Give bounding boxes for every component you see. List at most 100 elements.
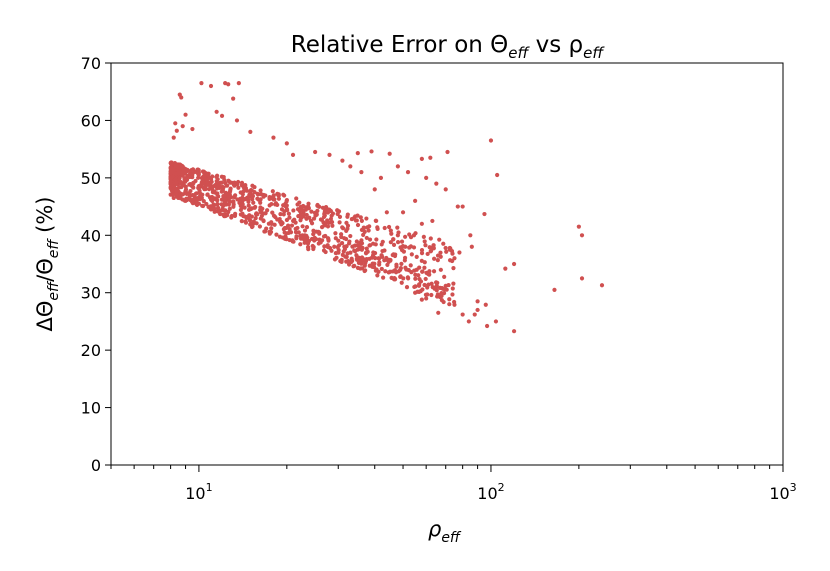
data-point	[344, 228, 349, 233]
data-point	[414, 254, 419, 259]
data-point	[220, 206, 225, 211]
data-point	[168, 179, 174, 184]
data-point	[435, 280, 440, 285]
data-point	[184, 191, 189, 197]
data-point	[239, 219, 244, 224]
data-point	[313, 149, 318, 155]
data-point	[201, 199, 206, 204]
data-point	[437, 237, 442, 242]
data-point	[310, 243, 315, 249]
x-axis-ticks: 101 102 103	[110, 465, 797, 503]
data-point	[378, 175, 384, 180]
data-point	[303, 207, 309, 212]
data-point	[344, 254, 349, 260]
data-point	[495, 172, 500, 178]
data-point	[373, 268, 378, 273]
data-point	[455, 204, 460, 209]
data-point	[421, 234, 426, 239]
data-point	[339, 232, 344, 237]
data-point	[493, 319, 499, 324]
data-point	[408, 235, 414, 240]
data-point	[403, 265, 408, 270]
data-point	[258, 200, 263, 205]
data-point	[427, 272, 432, 277]
data-point	[422, 265, 427, 270]
data-point	[333, 231, 338, 236]
data-point	[432, 256, 437, 261]
data-point	[304, 212, 309, 218]
data-point	[180, 173, 185, 178]
data-point	[416, 283, 422, 288]
data-point	[475, 307, 480, 313]
data-point	[422, 239, 427, 244]
data-point	[282, 230, 287, 235]
data-point	[207, 187, 212, 192]
data-point	[363, 259, 369, 264]
data-point	[438, 250, 443, 255]
data-point	[180, 192, 186, 197]
data-point	[442, 274, 447, 279]
data-point	[413, 198, 418, 203]
data-point	[342, 246, 348, 252]
data-point	[228, 186, 233, 191]
data-point	[409, 270, 414, 275]
data-point	[215, 191, 220, 196]
data-point	[239, 190, 244, 195]
data-point	[282, 236, 288, 241]
data-point	[380, 239, 385, 244]
data-point	[420, 287, 425, 292]
data-point	[311, 232, 316, 237]
data-point	[177, 185, 182, 190]
data-point	[384, 210, 389, 215]
y-tick-label: 30	[81, 284, 101, 303]
data-point	[287, 227, 292, 232]
data-point	[422, 282, 427, 288]
data-point	[243, 220, 249, 225]
data-point	[386, 224, 392, 230]
data-point	[472, 312, 477, 317]
data-point	[375, 273, 380, 278]
data-point	[190, 167, 196, 172]
data-point	[240, 204, 245, 210]
data-point	[374, 237, 379, 242]
data-point	[511, 329, 517, 334]
data-point	[391, 252, 396, 257]
data-point	[183, 198, 188, 203]
data-point	[361, 225, 366, 230]
data-point	[304, 224, 310, 230]
data-point	[483, 302, 488, 307]
data-point	[200, 169, 206, 174]
data-point	[204, 201, 209, 207]
data-point	[379, 266, 384, 272]
data-point	[254, 221, 259, 226]
data-point	[419, 221, 424, 226]
data-point	[371, 250, 376, 255]
data-point	[174, 192, 179, 197]
title-main: Relative Error on Θ	[291, 32, 509, 58]
data-point	[330, 223, 335, 228]
data-point	[208, 83, 214, 89]
data-point	[452, 302, 457, 307]
data-point	[451, 281, 456, 286]
data-point	[436, 310, 441, 315]
data-point	[267, 195, 272, 200]
data-point	[402, 258, 407, 263]
data-point	[195, 170, 200, 175]
data-point	[359, 170, 364, 175]
data-point	[210, 189, 216, 194]
y-label-part1: ΔΘ	[33, 301, 57, 332]
data-point	[372, 187, 377, 192]
data-point	[413, 290, 418, 295]
data-point	[281, 192, 286, 197]
data-point	[270, 210, 275, 215]
data-point	[252, 190, 257, 195]
data-point	[345, 223, 351, 228]
data-point	[179, 95, 184, 100]
data-point	[306, 204, 311, 209]
data-point	[169, 174, 175, 180]
data-point	[285, 208, 290, 213]
data-point	[287, 215, 292, 220]
data-point	[419, 248, 425, 253]
data-point	[226, 202, 231, 207]
data-point	[253, 204, 258, 210]
